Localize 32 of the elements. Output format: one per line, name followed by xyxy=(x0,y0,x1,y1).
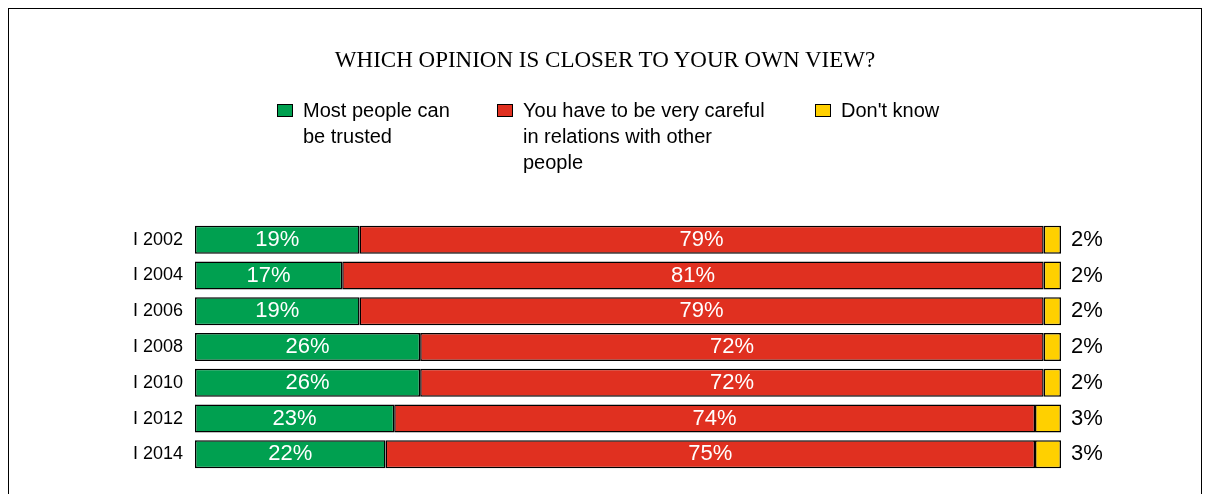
legend-label: Most people can be trusted xyxy=(303,98,451,149)
y-tick-label: I 2012 xyxy=(132,407,183,428)
y-tick-label: I 2014 xyxy=(132,443,183,464)
y-tick-label: I 2002 xyxy=(132,228,183,249)
data-label: 3% xyxy=(1071,440,1103,466)
text: You have to be very careful in relations with other people xyxy=(523,98,766,175)
data-label: 2% xyxy=(1071,261,1103,287)
data-label: 26% xyxy=(285,333,330,359)
legend-label: Don't know xyxy=(841,98,941,123)
data-label: 22% xyxy=(268,440,313,466)
data-label: 19% xyxy=(255,297,300,323)
data-label: 19% xyxy=(255,225,300,251)
data-label: 79% xyxy=(679,297,724,323)
data-label: 23% xyxy=(272,404,317,430)
data-label: 26% xyxy=(285,368,330,394)
chart-title: WHICH OPINION IS CLOSER TO YOUR OWN VIEW? xyxy=(333,47,877,73)
data-label: 2% xyxy=(1071,225,1103,251)
y-tick-label: I 2010 xyxy=(132,371,183,392)
data-label: 79% xyxy=(679,225,724,251)
data-label: 2% xyxy=(1071,333,1103,359)
data-label: 2% xyxy=(1071,297,1103,323)
data-label: 81% xyxy=(670,261,715,287)
data-label: 72% xyxy=(709,368,754,394)
data-label: 3% xyxy=(1071,404,1103,430)
y-tick-label: I 2008 xyxy=(132,335,183,356)
y-tick-label: I 2004 xyxy=(132,264,183,285)
data-label: 74% xyxy=(692,404,737,430)
y-tick-label: I 2006 xyxy=(132,300,183,321)
data-label: 17% xyxy=(246,261,291,287)
data-label: 2% xyxy=(1071,368,1103,394)
data-label: 72% xyxy=(709,333,754,359)
data-label: 75% xyxy=(688,440,733,466)
